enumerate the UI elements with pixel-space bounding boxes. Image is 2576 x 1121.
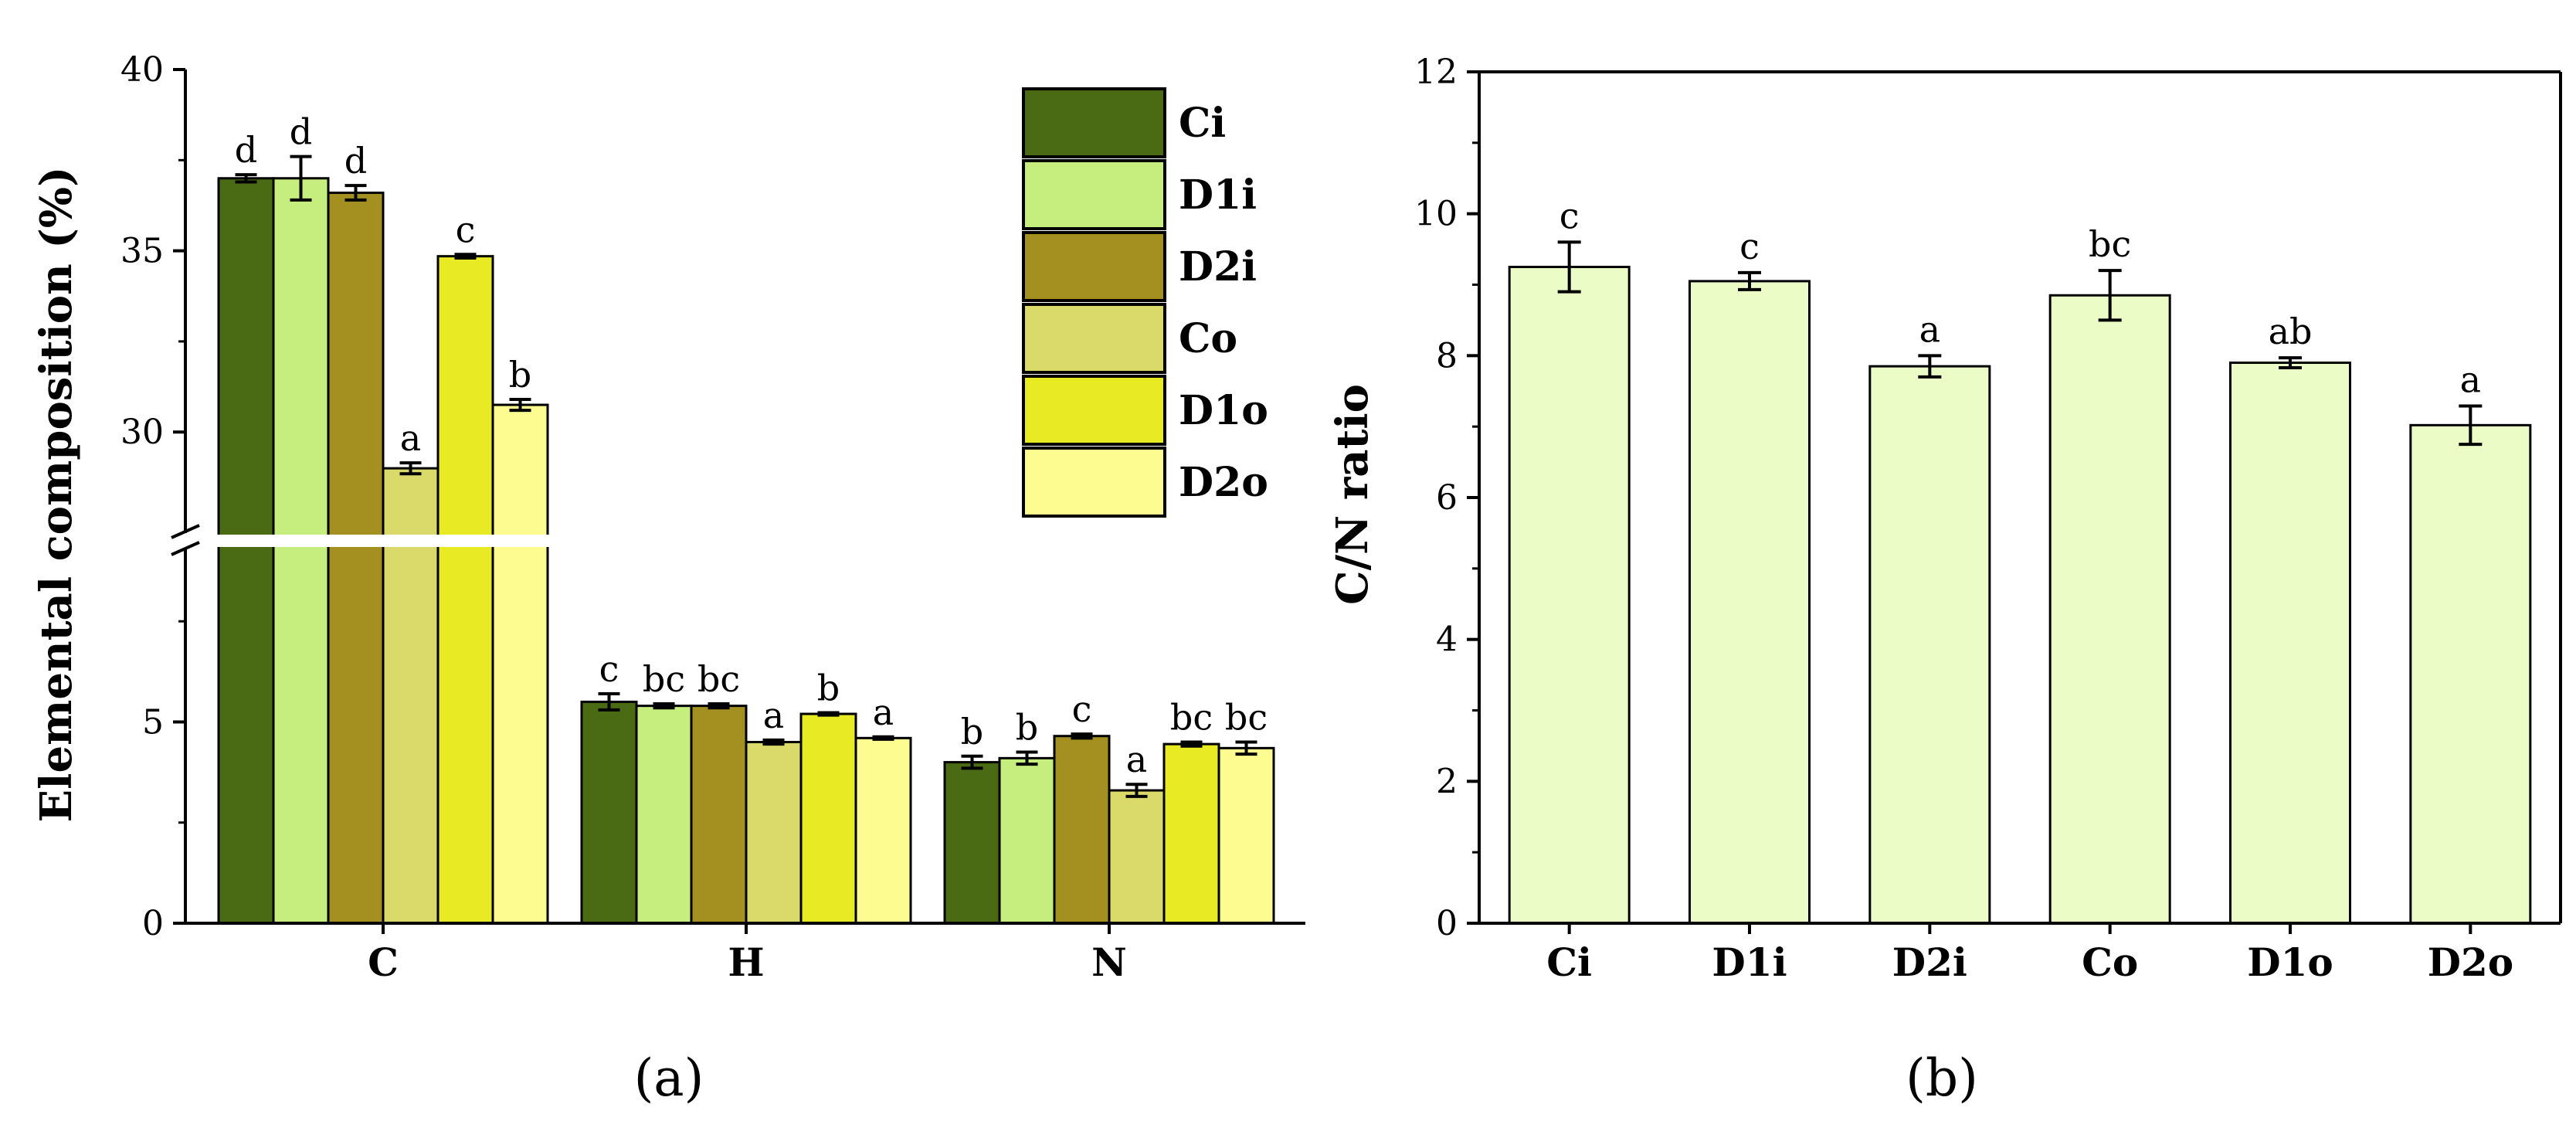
legend-label: Ci [1179, 100, 1226, 147]
significance-label: a [2460, 359, 2481, 401]
bar [635, 705, 693, 925]
bar [998, 756, 1056, 925]
significance-label: bc [1225, 697, 1268, 739]
bar [1508, 266, 1631, 925]
x-tick-label: H [728, 939, 764, 985]
y-tick-label: 40 [120, 50, 164, 90]
panel-a-label: (a) [634, 1048, 704, 1108]
y-tick-label: 30 [120, 413, 164, 452]
significance-label: c [1560, 195, 1580, 236]
significance-label: a [873, 691, 894, 733]
bar [690, 705, 748, 925]
panel-a-chart: Elemental composition (%) (a) dcbdbcbdbc… [31, 50, 1305, 1108]
significance-label: b [1016, 707, 1038, 749]
significance-label: c [1072, 688, 1092, 730]
x-tick-label: D2i [1892, 939, 1967, 985]
y-tick-label: 6 [1436, 478, 1458, 518]
bar [2409, 423, 2532, 925]
legend-label: D1i [1179, 172, 1257, 219]
legend-label: D1o [1179, 387, 1268, 434]
x-tick-label: D1o [2247, 939, 2333, 985]
axis-break-mark [171, 541, 200, 556]
bar [1053, 735, 1111, 925]
legend-label: D2o [1179, 459, 1268, 506]
bar [1688, 280, 1811, 925]
axis-break-gap [170, 535, 556, 547]
x-tick-label: Ci [1546, 939, 1592, 985]
significance-label: c [599, 648, 619, 690]
significance-label: c [456, 209, 476, 250]
y-tick-label: 0 [1436, 904, 1458, 943]
y-tick-label: 8 [1436, 336, 1458, 375]
y-tick-label: 2 [1436, 762, 1458, 801]
panel-b-y-axis-title: C/N ratio [1327, 384, 1378, 605]
legend-label: D2i [1179, 243, 1257, 290]
x-tick-label: D1i [1712, 939, 1787, 985]
bar [1108, 789, 1166, 925]
bar [327, 192, 385, 925]
bar [854, 736, 912, 925]
y-tick-label: 0 [142, 904, 164, 943]
y-tick-label: 35 [120, 232, 164, 271]
significance-label: a [1126, 739, 1147, 780]
legend-swatch [1022, 375, 1166, 446]
legend-swatch [1022, 231, 1166, 302]
bar [272, 177, 330, 925]
significance-label: a [400, 417, 421, 459]
x-tick-label: C [368, 939, 399, 985]
significance-label: bc [697, 658, 740, 700]
bar [436, 255, 494, 925]
bar [1217, 746, 1275, 925]
bar [491, 403, 549, 925]
significance-label: bc [1170, 697, 1213, 739]
significance-label: bc [643, 658, 685, 700]
significance-label: a [1919, 308, 1940, 350]
bar [943, 761, 1001, 925]
bar [2229, 362, 2351, 925]
x-tick-label: N [1091, 939, 1127, 985]
x-tick-label: D2o [2428, 939, 2514, 985]
bar [2048, 294, 2171, 925]
significance-label: d [344, 140, 367, 182]
legend-swatch [1022, 87, 1166, 158]
legend-label: Co [1179, 315, 1237, 362]
significance-label: b [961, 711, 983, 752]
legend-swatch [1022, 303, 1166, 374]
y-tick-label: 5 [142, 702, 164, 742]
y-tick-label: 12 [1414, 53, 1458, 92]
bar [799, 712, 857, 925]
significance-label: b [817, 667, 840, 708]
legend-swatch [1022, 159, 1166, 230]
bar [1868, 365, 1991, 925]
panel-a-y-axis-title: Elemental composition (%) [31, 166, 82, 822]
axis-break-mark [171, 524, 200, 539]
significance-label: bc [2089, 223, 2131, 265]
y-tick-label: 10 [1414, 195, 1458, 234]
significance-label: d [235, 129, 257, 171]
significance-label: ab [2269, 311, 2313, 352]
significance-label: d [290, 111, 312, 153]
bar [745, 741, 803, 925]
significance-label: b [509, 354, 531, 396]
y-tick-label: 4 [1436, 620, 1458, 660]
bar [217, 177, 275, 925]
bar [1162, 742, 1220, 925]
bar [580, 700, 638, 925]
significance-label: c [1739, 226, 1760, 267]
legend-swatch [1022, 447, 1166, 518]
panel-b-chart: C/N ratio (b) c Ci c D1i a D2i bc Co ab D1o a D2o 0 2… [1327, 53, 2562, 1108]
significance-label: a [763, 695, 784, 736]
x-tick-label: Co [2082, 939, 2138, 985]
panel-b-label: (b) [1906, 1048, 1978, 1108]
